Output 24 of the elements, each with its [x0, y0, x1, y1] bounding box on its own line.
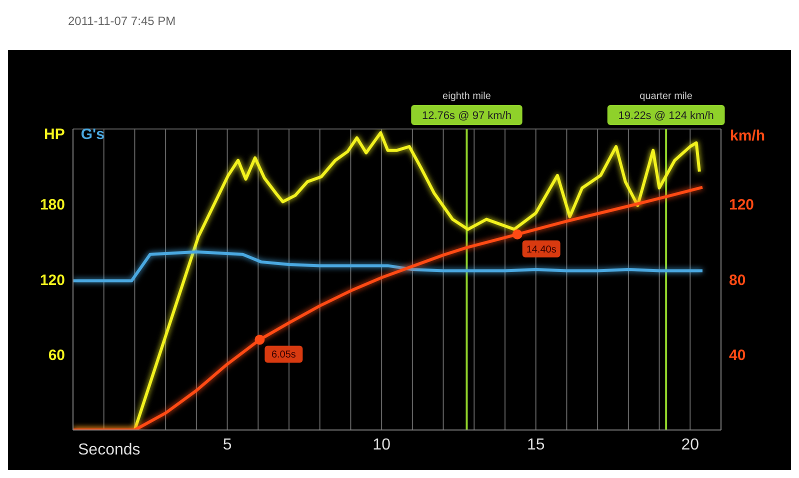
text: eighth mile: [442, 91, 492, 102]
y2-tick-label: 40: [729, 347, 746, 364]
text: G's: [80, 126, 104, 143]
x-tick-label: 15: [526, 436, 545, 454]
y-tick-label: 120: [40, 272, 65, 289]
x-tick-label: 20: [681, 436, 700, 454]
y2-tick-label: 80: [729, 272, 746, 289]
ref-line-label: 12.76s @ 97 km/h: [422, 110, 512, 122]
y2-axis-title: km/h: [730, 128, 766, 145]
annotation: 14.40s: [526, 244, 556, 256]
ref-line-label: 19.22s @ 124 km/h: [618, 110, 714, 122]
text: HP: [44, 126, 65, 143]
x-tick-label: 5: [222, 436, 232, 454]
x-axis-title: Seconds: [78, 442, 140, 459]
label-tag: 14.40s: [522, 240, 560, 258]
x-tick-label: 10: [372, 436, 391, 454]
annotation: 6.05s: [271, 350, 296, 361]
chart-subtitle: 2011-11-07 7:45 PM: [68, 14, 177, 28]
y-tick-label: 180: [40, 196, 65, 214]
y2-tick-label: 120: [729, 196, 754, 214]
y-tick-label: 60: [48, 347, 65, 364]
line-series: [73, 186, 704, 430]
label-tag: 6.05s: [264, 346, 303, 363]
text: quarter mile: [640, 91, 693, 102]
